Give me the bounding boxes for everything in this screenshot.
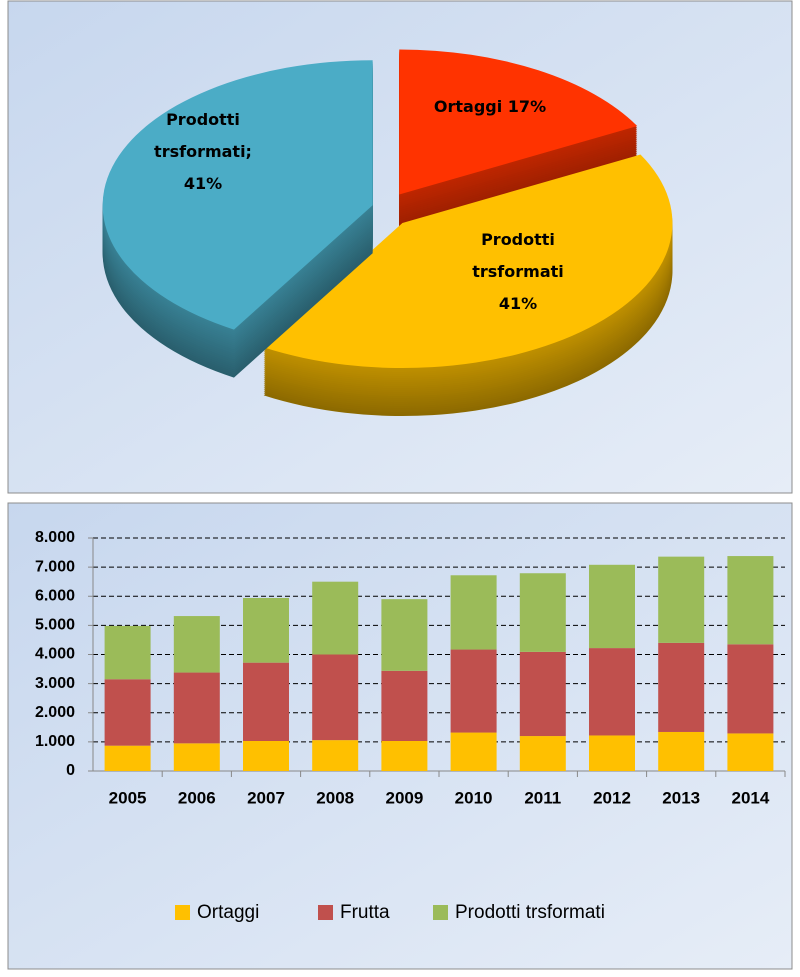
pie-slice: [399, 49, 638, 195]
x-tick-label: 2012: [593, 788, 631, 807]
bar-segment: [243, 662, 289, 742]
x-tick-label: 2014: [731, 788, 769, 807]
bar-segment: [173, 616, 220, 673]
legend-label: Frutta: [340, 902, 390, 923]
bar-segment: [589, 735, 635, 771]
legend-swatch: [318, 905, 333, 920]
bar-segment: [519, 573, 566, 652]
bar-segment: [243, 597, 289, 663]
bar-segment: [173, 743, 220, 771]
y-tick-label: 7.000: [35, 558, 75, 575]
bar-segment: [312, 581, 359, 655]
pie-slice: [263, 154, 673, 369]
x-tick-label: 2008: [316, 788, 354, 807]
bar-segment: [381, 741, 428, 771]
legend-label: Ortaggi: [197, 902, 259, 923]
y-tick-label: 8.000: [35, 529, 75, 546]
bar-segment: [589, 648, 635, 736]
bar-segment: [727, 644, 774, 734]
y-tick-label: 5.000: [35, 617, 75, 634]
bar-segment: [658, 731, 705, 771]
bar-segment: [312, 740, 359, 771]
pie-slice: [102, 60, 373, 330]
bar-segment: [104, 679, 151, 746]
x-tick-label: 2009: [385, 788, 423, 807]
bar-segment: [450, 649, 497, 733]
bar-segment: [104, 625, 151, 680]
x-tick-label: 2007: [247, 788, 285, 807]
bar-segment: [519, 651, 566, 737]
legend-swatch: [433, 905, 448, 920]
bar-segment: [658, 642, 705, 732]
y-tick-label: 6.000: [35, 587, 75, 604]
y-tick-label: 2.000: [35, 704, 75, 721]
bar-segment: [589, 564, 635, 649]
y-tick-label: 4.000: [35, 646, 75, 663]
bar-segment: [727, 733, 774, 771]
x-tick-label: 2010: [455, 788, 493, 807]
y-tick-label: 0: [66, 762, 75, 779]
bar-segment: [727, 556, 774, 645]
slice-label: Ortaggi 17%: [433, 97, 547, 116]
y-tick-label: 3.000: [35, 675, 75, 692]
legend-label: Prodotti trsformati: [455, 902, 605, 923]
bar-segment: [312, 654, 359, 741]
x-tick-label: 2013: [662, 788, 700, 807]
bar-segment: [450, 575, 497, 650]
bar-segment: [519, 736, 566, 771]
bar-segment: [173, 672, 220, 744]
bar-segment: [381, 599, 428, 671]
bar-segment: [104, 745, 151, 771]
x-tick-label: 2005: [109, 788, 147, 807]
bar-segment: [381, 670, 428, 742]
y-tick-label: 1.000: [35, 733, 75, 750]
bar-segment: [450, 732, 497, 771]
bar-segment: [243, 741, 289, 771]
slice-label: Prodotti trsformati 41%: [472, 230, 564, 313]
slice-label: Prodotti trsformati; 41%: [154, 110, 252, 193]
legend-swatch: [175, 905, 190, 920]
bar-segment: [658, 556, 705, 643]
x-tick-label: 2006: [178, 788, 216, 807]
x-tick-label: 2011: [524, 788, 561, 807]
